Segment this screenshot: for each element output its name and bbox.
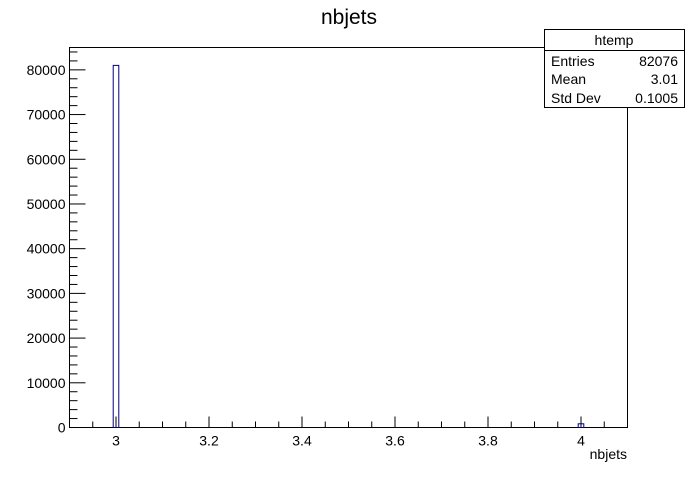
x-tick-label: 3.8 xyxy=(478,433,498,449)
stats-box-title: htemp xyxy=(595,32,634,48)
y-tick-label: 60000 xyxy=(27,151,66,167)
stats-stddev-value: 0.1005 xyxy=(635,90,678,106)
stats-box: htemp Entries 82076 Mean 3.01 Std Dev 0.… xyxy=(544,29,685,108)
plot-frame xyxy=(69,47,628,428)
y-tick-label: 50000 xyxy=(27,196,66,212)
x-tick-label: 4 xyxy=(577,433,585,449)
stats-mean-label: Mean xyxy=(551,71,586,87)
y-tick-label: 80000 xyxy=(27,62,66,78)
x-axis-label: nbjets xyxy=(590,446,627,462)
y-tick-label: 10000 xyxy=(27,375,66,391)
stats-mean-value: 3.01 xyxy=(651,71,678,87)
y-tick-label: 70000 xyxy=(27,107,66,123)
stats-stddev-label: Std Dev xyxy=(551,90,601,106)
x-tick-label: 3.6 xyxy=(385,433,405,449)
y-tick-label: 30000 xyxy=(27,285,66,301)
x-tick-label: 3.4 xyxy=(292,433,312,449)
stats-entries-label: Entries xyxy=(551,53,595,69)
x-axis: 3 3.2 3.4 3.6 3.8 4 xyxy=(69,416,628,449)
x-tick-label: 3.2 xyxy=(199,433,219,449)
stats-box-frame xyxy=(544,29,685,108)
y-tick-label: 0 xyxy=(58,420,66,436)
y-tick-label: 40000 xyxy=(27,241,66,257)
chart-title: nbjets xyxy=(321,6,377,29)
x-tick-label: 3 xyxy=(112,433,120,449)
y-axis: 0 10000 20000 30000 40000 50000 60000 70000 8000… xyxy=(27,51,86,436)
histogram-bin xyxy=(112,64,120,428)
histogram-bars xyxy=(112,64,585,428)
y-tick-label: 20000 xyxy=(27,330,66,346)
stats-entries-value: 82076 xyxy=(639,53,678,69)
